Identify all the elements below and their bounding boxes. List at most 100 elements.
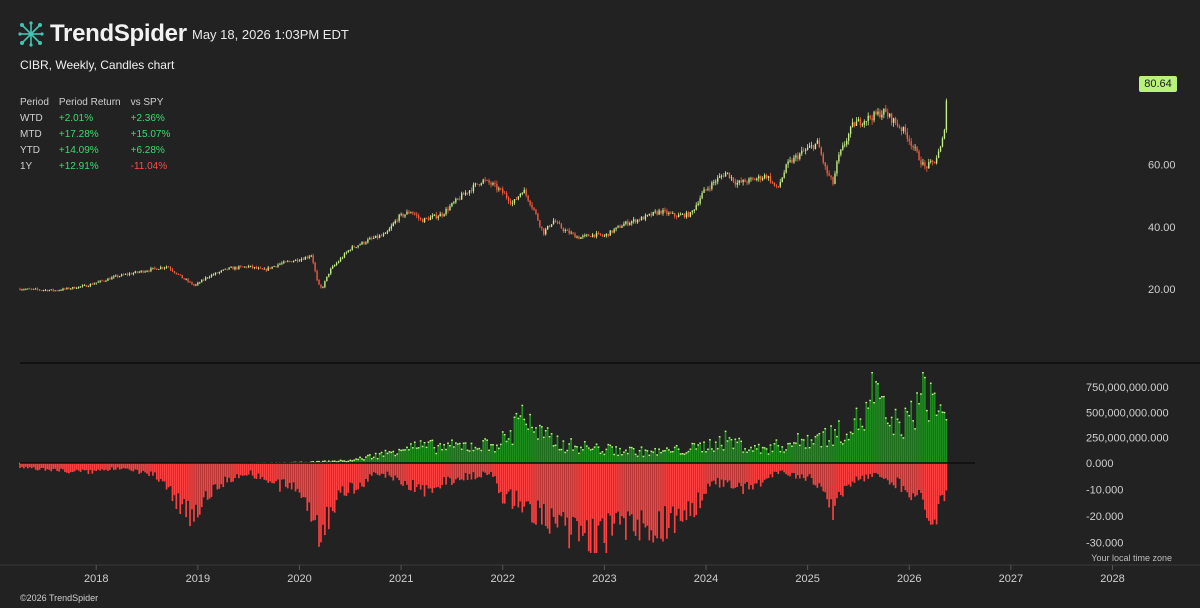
candle	[851, 122, 854, 127]
candle	[619, 226, 621, 228]
volume-bar-cap	[621, 454, 623, 456]
volume-bar-positive	[638, 450, 641, 463]
volume-bar-negative	[111, 463, 113, 468]
volume-bar-positive	[845, 433, 848, 463]
volume-bar-positive	[535, 427, 537, 463]
candle	[873, 111, 875, 121]
volume-bar-positive	[595, 443, 598, 463]
volume-bar-negative	[320, 463, 322, 543]
volume-bar-positive	[916, 392, 918, 463]
volume-bar-positive	[470, 442, 473, 463]
volume-bar-negative	[181, 463, 184, 505]
volume-bar-cap	[851, 432, 854, 435]
candle	[597, 232, 600, 234]
candle	[398, 214, 400, 221]
volume-bar-positive	[693, 443, 696, 463]
candle	[804, 149, 807, 151]
volume-bar-positive	[527, 428, 529, 463]
volume-bar-cap	[900, 434, 903, 436]
volume-bar-negative	[480, 463, 483, 478]
candle	[937, 151, 940, 158]
volume-bar-cap	[343, 460, 346, 462]
candle	[52, 289, 54, 291]
volume-bar-positive	[910, 400, 913, 463]
volume-bar-negative	[910, 463, 913, 501]
volume-bar-negative	[417, 463, 420, 485]
volume-bar-negative	[628, 463, 631, 516]
volume-bar-positive	[570, 438, 572, 463]
volume-bar-cap	[453, 446, 455, 448]
volume-bar-negative	[335, 463, 338, 501]
volume-bar-cap	[701, 451, 703, 453]
volume-bar-negative	[478, 463, 481, 477]
volume-bar-positive	[873, 401, 875, 463]
volume-bar-negative	[48, 463, 51, 470]
candle	[261, 268, 264, 270]
volume-bar-positive	[679, 453, 682, 463]
volume-bar-cap	[912, 420, 914, 422]
volume-bar-cap	[513, 416, 516, 418]
volume-bar-negative	[277, 463, 279, 480]
volume-bar-negative	[193, 463, 195, 522]
volume-bar-negative	[644, 463, 647, 528]
volume-bar-cap	[427, 441, 430, 443]
candle	[122, 274, 125, 276]
volume-bar-negative	[105, 463, 107, 470]
volume-bar-negative	[556, 463, 559, 528]
volume-bar-positive	[410, 443, 412, 463]
volume-bar-positive	[449, 445, 451, 463]
candle	[560, 224, 563, 229]
candle	[695, 205, 697, 210]
volume-bar-positive	[626, 452, 629, 463]
candle	[930, 160, 932, 162]
volume-bar-positive	[460, 448, 463, 463]
volume-bar-positive	[597, 446, 600, 463]
volume-bar-cap	[875, 381, 877, 383]
candle	[550, 224, 553, 227]
volume-bar-negative	[754, 463, 756, 484]
candle	[650, 213, 652, 216]
volume-bar-negative	[460, 463, 463, 480]
volume-bar-negative	[554, 463, 557, 524]
volume-bar-cap	[466, 449, 469, 451]
volume-bar-negative	[404, 463, 406, 481]
volume-bar-cap	[787, 442, 789, 445]
volume-bar-cap	[462, 442, 465, 444]
volume-bar-negative	[357, 463, 359, 490]
volume-bar-negative	[509, 463, 512, 490]
volume-bar-negative	[361, 463, 363, 487]
volume-bar-positive	[666, 447, 668, 463]
volume-bar-negative	[406, 463, 408, 485]
volume-bar-negative	[642, 463, 645, 524]
candle	[529, 200, 531, 205]
volume-bar-negative	[175, 463, 178, 509]
volume-bar-positive	[628, 446, 631, 463]
volume-bar-positive	[453, 446, 455, 463]
volume-bar-negative	[384, 463, 387, 478]
candle	[244, 266, 246, 268]
volume-bar-positive	[752, 450, 754, 463]
candle	[681, 214, 684, 215]
volume-bar-negative	[867, 463, 870, 479]
candle	[588, 234, 590, 237]
candle	[543, 228, 545, 235]
volume-bar-negative	[281, 463, 283, 480]
volume-bar-negative	[673, 463, 676, 534]
volume-bar-positive	[644, 449, 647, 463]
volume-bar-cap	[707, 448, 709, 450]
timezone-note: Your local time zone	[1091, 553, 1172, 563]
volume-bar-negative	[640, 463, 643, 511]
volume-bar-negative	[668, 463, 670, 529]
candle	[775, 185, 778, 187]
volume-bar-cap	[382, 455, 385, 457]
volume-bar-positive	[564, 451, 567, 463]
volume-bar-positive	[490, 444, 492, 463]
volume-bar-negative	[894, 463, 897, 489]
volume-bar-positive	[720, 444, 723, 463]
volume-bar-cap	[376, 457, 379, 460]
candle	[734, 181, 736, 185]
candle	[433, 214, 436, 216]
candle	[928, 161, 930, 169]
volume-bar-negative	[752, 463, 754, 490]
candle	[517, 196, 520, 200]
